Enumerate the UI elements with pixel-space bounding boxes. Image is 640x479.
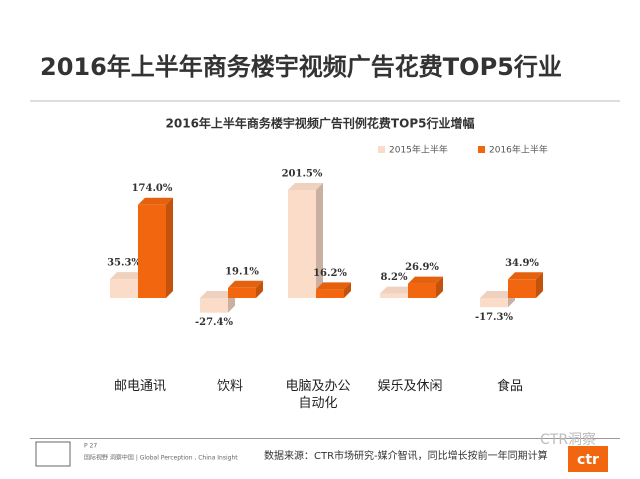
x-tick-label: 娱乐及休闲 bbox=[377, 379, 443, 394]
watermark: CTR洞察 bbox=[540, 431, 596, 448]
bar-top bbox=[110, 272, 145, 280]
bar bbox=[508, 272, 543, 298]
bar-top bbox=[288, 183, 323, 190]
bar-top bbox=[316, 282, 351, 290]
bar-side bbox=[316, 183, 323, 298]
x-tick-label: 食品 bbox=[496, 379, 523, 394]
value-label: 16.2% bbox=[313, 268, 347, 279]
bar-top bbox=[408, 276, 443, 284]
bar-top bbox=[228, 280, 263, 288]
footer-line bbox=[30, 438, 620, 439]
value-label: -17.3% bbox=[475, 312, 514, 323]
logo-box bbox=[568, 446, 608, 472]
value-label: 8.2% bbox=[381, 272, 408, 283]
bar-top bbox=[138, 197, 173, 205]
bar-front bbox=[110, 279, 138, 298]
bar-front bbox=[200, 298, 228, 313]
bar bbox=[138, 197, 173, 298]
x-tick-label: 邮电通讯 bbox=[113, 379, 166, 394]
page-number: P 27 bbox=[84, 443, 97, 450]
bar-front bbox=[228, 287, 256, 298]
bar-side bbox=[256, 280, 263, 298]
bar-front bbox=[480, 298, 508, 308]
bar-front bbox=[138, 204, 166, 298]
value-label: 174.0% bbox=[132, 183, 173, 194]
bar-side bbox=[166, 197, 173, 298]
bar-top bbox=[380, 286, 415, 294]
chart-title: 2016年上半年商务楼宇视频广告刊例花费TOP5行业增幅 bbox=[166, 116, 475, 131]
legend-label: 2016年上半年 bbox=[489, 144, 548, 156]
bar-side bbox=[436, 276, 443, 298]
bar-front bbox=[508, 279, 536, 298]
legend-swatch bbox=[378, 146, 385, 153]
source: 数据来源：CTR市场研究-媒介智讯，同比增长按前一年同期计算 bbox=[264, 449, 548, 462]
bar bbox=[228, 280, 263, 298]
value-label: -27.4% bbox=[195, 317, 234, 328]
x-tick-label: 电脑及办公自动化 bbox=[285, 379, 351, 411]
bar bbox=[288, 183, 323, 298]
footer-icon bbox=[35, 441, 71, 467]
bar-front bbox=[316, 289, 344, 298]
divider bbox=[30, 100, 620, 102]
bar bbox=[316, 282, 351, 298]
value-label: 19.1% bbox=[225, 266, 259, 277]
bar-front bbox=[288, 190, 316, 298]
bar-top bbox=[508, 272, 543, 280]
value-label: 35.3% bbox=[107, 258, 141, 269]
legend-label: 2015年上半年 bbox=[389, 144, 448, 156]
bar-side bbox=[344, 282, 351, 298]
slogan: 国际视野 洞察中国 | Global Perception , China In… bbox=[84, 454, 238, 462]
value-label: 201.5% bbox=[282, 169, 323, 180]
bar bbox=[408, 276, 443, 298]
logo: ctr bbox=[577, 452, 599, 468]
bar-front bbox=[408, 283, 436, 298]
bar-top bbox=[480, 291, 515, 298]
bar-side bbox=[536, 272, 543, 298]
bar-front bbox=[380, 293, 408, 298]
value-label: 26.9% bbox=[405, 262, 439, 273]
value-label: 34.9% bbox=[505, 258, 539, 269]
bar-top bbox=[200, 291, 235, 298]
x-tick-label: 饮料 bbox=[216, 379, 243, 394]
legend-swatch bbox=[478, 146, 485, 153]
page-title: 2016年上半年商务楼宇视频广告花费TOP5行业 bbox=[40, 53, 562, 81]
